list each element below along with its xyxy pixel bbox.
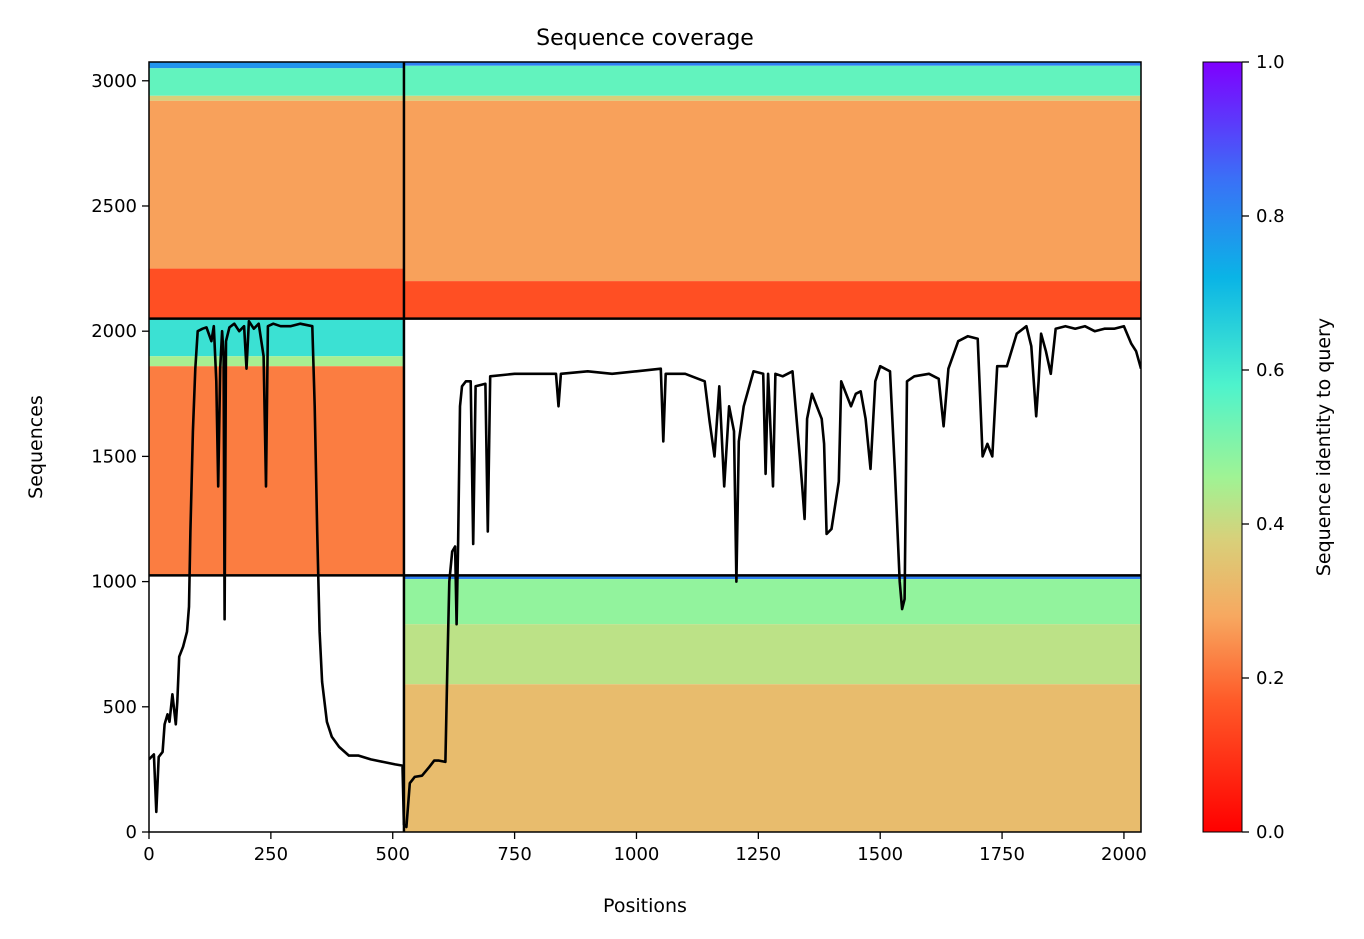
colorbar [1202,61,1243,833]
colorbar-tick-label: 0.2 [1256,668,1285,689]
identity-band [149,95,404,101]
heatmap-block [403,575,1141,832]
y-tick-label: 2000 [91,321,137,342]
colorbar-axis: 0.0 0.2 0.4 0.6 0.8 1.0 [1242,52,1285,843]
y-axis-label: Sequences [25,395,47,499]
heatmap-block [403,62,1141,319]
colorbar-tick-label: 0.4 [1256,514,1285,535]
identity-band [403,684,1141,832]
identity-band [149,68,404,96]
identity-band [403,624,1141,685]
coverage-line-layer [149,319,1141,829]
identity-band [403,100,1141,282]
block-dividers [149,62,1141,832]
x-tick-label: 500 [376,844,410,865]
x-tick-label: 250 [254,844,288,865]
identity-band [403,575,1141,580]
colorbar-tick-label: 0.6 [1256,360,1285,381]
y-tick-label: 1500 [91,446,137,467]
x-tick-label: 1500 [857,844,903,865]
identity-band [403,579,1141,625]
coverage-line [149,319,1141,829]
identity-band [403,65,1141,96]
y-tick-label: 3000 [91,71,137,92]
colorbar-tick-label: 0.0 [1256,822,1285,843]
identity-band [403,95,1141,101]
x-axis-label: Positions [603,895,687,917]
identity-band [149,100,404,269]
x-tick-label: 2000 [1101,844,1147,865]
identity-band [403,281,1141,319]
x-tick-label: 1250 [735,844,781,865]
coverage-heatmap [149,62,1141,832]
x-tick-label: 0 [143,844,154,865]
identity-band [149,356,404,367]
colorbar-tick-label: 1.0 [1256,52,1285,73]
colorbar-tick-label: 0.8 [1256,206,1285,227]
chart-title: Sequence coverage [536,26,754,51]
y-tick-label: 500 [103,697,137,718]
identity-band [149,268,404,319]
x-tick-label: 1000 [614,844,660,865]
identity-band [149,62,404,69]
x-tick-label: 750 [497,844,531,865]
y-tick-label: 2500 [91,196,137,217]
y-tick-label: 0 [126,822,137,843]
identity-band [403,62,1141,66]
heatmap-block [149,318,404,576]
heatmap-block [149,62,404,319]
identity-band [149,366,404,576]
plot-frame [148,61,1142,833]
y-axis: 0 500 1000 1500 2000 2500 3000 [91,71,149,843]
x-tick-label: 1750 [979,844,1025,865]
y-tick-label: 1000 [91,572,137,593]
x-axis: 0 250 500 750 1000 1250 1500 1750 2000 [143,832,1147,865]
colorbar-label: Sequence identity to query [1313,318,1335,576]
